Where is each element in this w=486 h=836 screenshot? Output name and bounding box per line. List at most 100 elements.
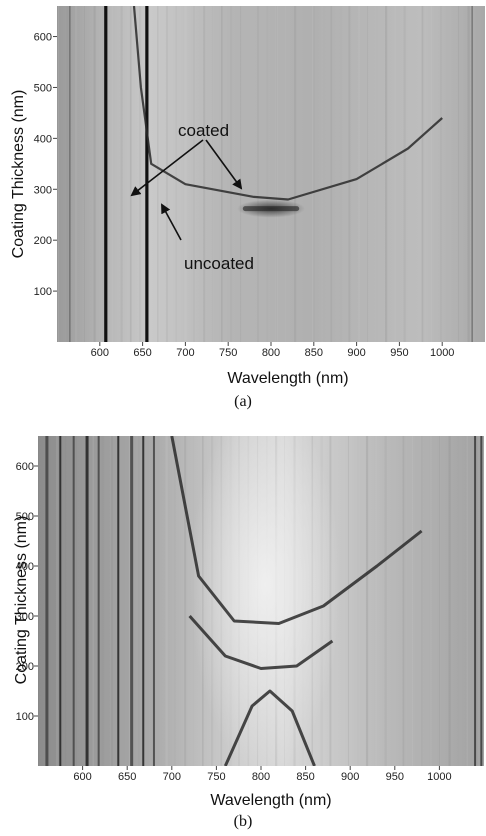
texture-stripe xyxy=(139,6,142,342)
resonance-curve xyxy=(223,689,316,766)
texture-stripe xyxy=(92,436,95,766)
x-tick-label: 600 xyxy=(91,347,109,359)
texture-stripe xyxy=(439,436,442,766)
texture-stripe xyxy=(393,436,395,766)
texture-stripe xyxy=(348,6,350,342)
texture-stripe xyxy=(466,436,469,766)
x-tick-label: 1000 xyxy=(427,771,451,783)
texture-stripe xyxy=(402,436,405,766)
texture-stripe xyxy=(147,436,149,766)
x-tick-label: 700 xyxy=(163,771,181,783)
texture-stripe xyxy=(348,436,349,766)
bright-region xyxy=(190,436,341,766)
texture-stripe xyxy=(367,6,368,342)
texture-stripe xyxy=(431,6,432,342)
texture-stripe xyxy=(183,436,186,766)
texture-stripe xyxy=(110,436,112,766)
panel-a-x-axis-label: Wavelength (nm) xyxy=(227,370,348,387)
texture-stripe xyxy=(138,436,140,766)
texture-stripe xyxy=(275,6,278,342)
texture-stripe xyxy=(174,436,176,766)
y-tick-label: 100 xyxy=(34,286,52,298)
x-tick-label: 850 xyxy=(305,347,323,359)
texture-stripe xyxy=(57,6,58,342)
x-tick-label: 950 xyxy=(386,771,404,783)
texture-stripe xyxy=(366,436,368,766)
texture-stripe xyxy=(385,6,388,342)
arrow-coated-left xyxy=(130,139,204,197)
texture-stripe xyxy=(221,6,223,342)
texture-stripe xyxy=(422,6,425,342)
texture-stripe xyxy=(330,6,333,342)
texture-stripe xyxy=(74,436,76,766)
texture-stripe xyxy=(458,6,459,342)
texture-stripe xyxy=(440,6,442,342)
arrow-uncoated xyxy=(161,203,182,241)
texture-stripe xyxy=(83,436,85,766)
x-tick-label: 650 xyxy=(118,771,136,783)
x-tick-label: 900 xyxy=(347,347,365,359)
texture-stripe xyxy=(102,6,104,342)
texture-stripe xyxy=(175,6,178,342)
texture-stripe xyxy=(84,6,85,342)
y-tick-label: 400 xyxy=(34,133,52,145)
texture-stripe xyxy=(285,6,287,342)
texture-stripe xyxy=(321,6,323,342)
x-tick-label: 850 xyxy=(296,771,314,783)
texture-stripe xyxy=(358,6,361,342)
texture-stripe xyxy=(294,6,297,342)
texture-stripe xyxy=(66,6,68,342)
x-tick-label: 800 xyxy=(262,347,280,359)
texture-stripe xyxy=(257,6,259,342)
y-tick-label: 500 xyxy=(16,511,34,523)
texture-stripe xyxy=(101,436,104,766)
x-tick-label: 750 xyxy=(207,771,225,783)
x-tick-label: 950 xyxy=(390,347,408,359)
panel-a: 600 650 700 750 800 850 900 950 1000 100 200 300 400… xyxy=(10,6,485,410)
texture-stripe xyxy=(239,6,240,342)
texture-stripe xyxy=(111,6,114,342)
resonance-curve xyxy=(170,436,423,625)
texture-stripe xyxy=(394,6,397,342)
texture-stripe xyxy=(266,6,269,342)
texture-stripe xyxy=(120,436,123,766)
panel-b-x-axis-label: Wavelength (nm) xyxy=(210,792,331,809)
texture-stripe xyxy=(130,6,132,342)
texture-stripe xyxy=(148,6,149,342)
y-tick-label: 400 xyxy=(16,561,34,573)
annotation-uncoated: uncoated xyxy=(184,254,254,273)
panel-b: 600 650 700 750 800 850 900 950 1000 100 200 300 400… xyxy=(13,436,484,830)
panel-a-ticks: 600 650 700 750 800 850 900 950 1000 100 200 300 400… xyxy=(34,32,455,359)
y-tick-label: 300 xyxy=(34,184,52,196)
texture-stripe xyxy=(239,6,242,342)
texture-stripe xyxy=(357,436,359,766)
panel-b-features xyxy=(38,436,483,766)
texture-stripe xyxy=(129,436,130,766)
resonance-curve xyxy=(132,6,443,201)
texture-stripe xyxy=(403,436,406,766)
x-tick-label: 700 xyxy=(176,347,194,359)
panel-a-heatmap-background xyxy=(57,6,485,342)
texture-stripe xyxy=(276,6,277,342)
texture-stripe xyxy=(430,436,433,766)
x-tick-label: 800 xyxy=(252,771,270,783)
texture-stripe xyxy=(56,436,59,766)
texture-stripe xyxy=(375,436,378,766)
texture-stripe xyxy=(203,6,206,342)
texture-stripe xyxy=(385,6,387,342)
texture-stripe xyxy=(75,6,78,342)
texture-stripe xyxy=(312,6,314,342)
x-tick-label: 750 xyxy=(219,347,237,359)
y-tick-label: 200 xyxy=(16,661,34,673)
texture-stripe xyxy=(38,436,39,766)
x-tick-label: 650 xyxy=(133,347,151,359)
texture-stripe xyxy=(448,436,451,766)
texture-stripe xyxy=(366,436,369,766)
texture-stripe xyxy=(439,436,440,766)
texture-stripe xyxy=(74,436,77,766)
texture-stripe xyxy=(312,6,315,342)
texture-stripe xyxy=(403,6,406,342)
x-tick-label: 1000 xyxy=(430,347,454,359)
texture-stripe xyxy=(457,436,459,766)
